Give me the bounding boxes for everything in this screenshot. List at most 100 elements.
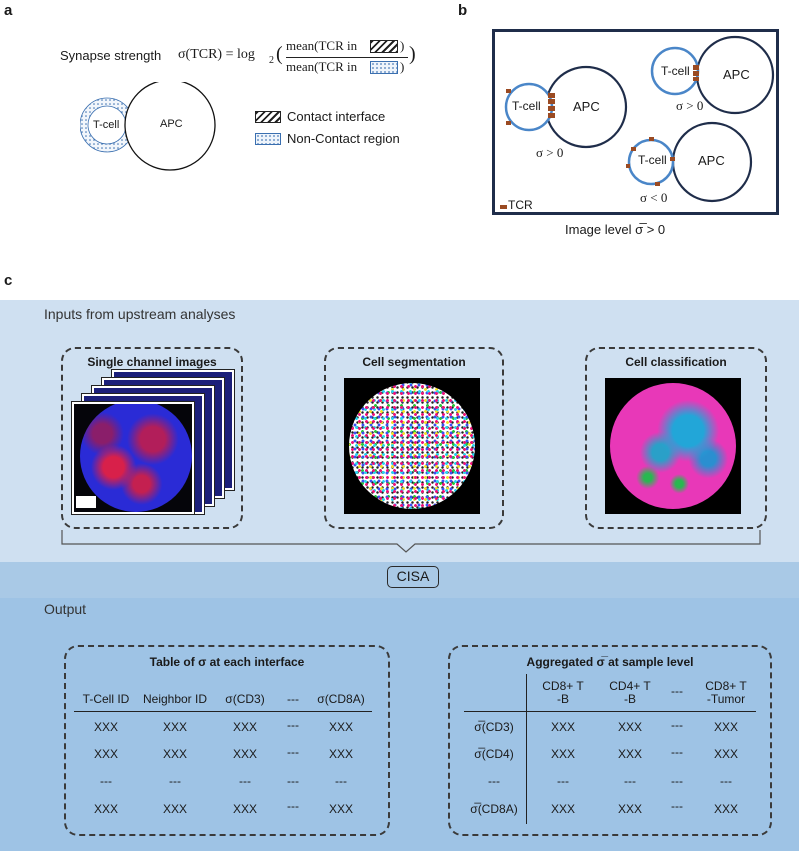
formula-paren-close: ) xyxy=(409,43,416,65)
b-tcr-bottomright-4 xyxy=(655,182,660,186)
t1-header-cd8a: σ(CD8A) xyxy=(317,692,365,706)
table1-box: Table of σ at each interface xyxy=(64,645,390,836)
t2-cell: XXX xyxy=(713,747,738,761)
t2-cell: --- xyxy=(671,799,683,813)
t2-cell: --- xyxy=(671,718,683,732)
channel-image-stack xyxy=(72,370,234,515)
output-title: Output xyxy=(44,601,87,617)
t2-row-header: σ̅(CD8A) xyxy=(470,802,518,816)
t1-header-tcell-id: T-Cell ID xyxy=(82,692,130,706)
t2-col-header: CD8+ T -B xyxy=(542,679,584,706)
b-tcell-label-bottomright: T-cell xyxy=(638,153,667,167)
t1-cell: XXX xyxy=(328,720,353,734)
b-apc-label-left: APC xyxy=(573,99,600,114)
t1-cell: XXX xyxy=(162,802,187,816)
t1-header-cd3: σ(CD3) xyxy=(225,692,265,706)
b-sigma-bottomright: σ < 0 xyxy=(640,190,668,205)
t2-row-header: --- xyxy=(488,774,500,788)
tissue-core-channel xyxy=(80,404,192,512)
panel-b-frame xyxy=(492,29,779,215)
b-tcr-left-6 xyxy=(506,121,511,125)
t1-cell: XXX xyxy=(232,720,257,734)
t2-cell: XXX xyxy=(550,747,575,761)
formula-log-base: 2 xyxy=(269,55,274,66)
t1-header-ellipsis: --- xyxy=(287,692,299,706)
b-apc-label-bottomright: APC xyxy=(698,153,725,168)
classification-image xyxy=(605,378,741,514)
b-tcr-bottomright-1 xyxy=(631,147,636,151)
t2-col-header: CD8+ T -Tumor xyxy=(705,679,747,706)
classification-core xyxy=(610,383,736,509)
legend-noncontact-label: Non-Contact region xyxy=(287,131,400,146)
formula-label: Synapse strength xyxy=(60,48,162,63)
t2-cell: --- xyxy=(671,774,683,788)
t1-cell: XXX xyxy=(328,802,353,816)
channel-front-image xyxy=(72,402,194,514)
aggregated-sigma-table: CD8+ T -B CD4+ T -B --- CD8+ T -Tumor σ̅… xyxy=(458,674,764,829)
fraction-bar xyxy=(286,57,408,58)
denominator-close-paren: ) xyxy=(400,59,405,74)
b-tcr-legend-label: TCR xyxy=(508,198,533,212)
t1-cell: --- xyxy=(287,718,299,732)
panel-a-apc-label: APC xyxy=(160,118,183,130)
t1-header-rule xyxy=(74,711,372,712)
panel-b-cells xyxy=(500,35,775,209)
t1-cell: --- xyxy=(239,774,251,788)
classification-box: Cell classification xyxy=(585,347,767,529)
b-sigma-topright: σ > 0 xyxy=(676,98,704,113)
legend-noncontact-swatch xyxy=(255,133,281,145)
apc-circle xyxy=(124,82,216,171)
legend-contact-label: Contact interface xyxy=(287,109,386,124)
panel-a-legend: Contact interface Non-Contact region xyxy=(255,109,425,149)
numerator-contact-swatch xyxy=(370,40,398,53)
t1-cell: --- xyxy=(100,774,112,788)
cisa-band xyxy=(0,562,799,598)
t2-cell: --- xyxy=(720,774,732,788)
table1-title: Table of σ at each interface xyxy=(149,655,305,669)
b-tcell-label-topright: T-cell xyxy=(661,64,690,78)
synapse-formula: Synapse strength σ(TCR) = log 2 ( mean(T… xyxy=(60,38,420,78)
numerator-close-paren: ) xyxy=(400,38,405,53)
panel-a-tcell-label: T-cell xyxy=(93,119,120,131)
panel-a-letter: a xyxy=(4,2,13,19)
cisa-label: CISA xyxy=(396,568,430,584)
classification-title: Cell classification xyxy=(625,355,727,369)
t1-cell: XXX xyxy=(162,747,187,761)
t2-row-header: σ̅(CD4) xyxy=(474,747,514,761)
b-tcr-left-2 xyxy=(548,99,555,104)
t1-cell: --- xyxy=(287,745,299,759)
t2-cell: XXX xyxy=(550,720,575,734)
panel-c-letter: c xyxy=(4,272,13,289)
t1-cell: --- xyxy=(287,799,299,813)
b-tcr-left-4 xyxy=(548,113,555,118)
t2-cell: --- xyxy=(624,774,636,788)
cisa-badge: CISA xyxy=(387,566,439,588)
t1-cell: XXX xyxy=(232,747,257,761)
t1-cell: XXX xyxy=(93,802,118,816)
t1-cell: --- xyxy=(335,774,347,788)
t1-cell: XXX xyxy=(328,747,353,761)
t2-col-header: --- xyxy=(671,684,683,698)
t1-cell: --- xyxy=(287,774,299,788)
t2-cell: XXX xyxy=(713,720,738,734)
panel-b-letter: b xyxy=(458,2,468,19)
segmentation-title: Cell segmentation xyxy=(362,355,466,369)
table2-title: Aggregated σ̅ at sample level xyxy=(526,655,694,669)
single-channel-box: Single channel images xyxy=(61,347,243,529)
t2-cell: XXX xyxy=(550,802,575,816)
b-tcr-bottomright-3 xyxy=(626,164,630,168)
t2-cell: XXX xyxy=(713,802,738,816)
formula-paren-open: ( xyxy=(276,43,283,65)
b-tcr-legend-swatch xyxy=(500,205,507,209)
t2-col-header: CD4+ T -B xyxy=(609,679,651,706)
t1-cell: XXX xyxy=(232,802,257,816)
t2-cell: XXX xyxy=(617,720,642,734)
b-tcr-topright-3 xyxy=(693,77,699,81)
inputs-title: Inputs from upstream analyses xyxy=(44,306,236,322)
t2-cell: --- xyxy=(557,774,569,788)
t1-cell: XXX xyxy=(93,720,118,734)
b-apc-label-topright: APC xyxy=(723,67,750,82)
b-tcr-left-5 xyxy=(506,89,511,93)
inputs-bracket xyxy=(61,530,761,553)
segmentation-box: Cell segmentation xyxy=(324,347,504,529)
